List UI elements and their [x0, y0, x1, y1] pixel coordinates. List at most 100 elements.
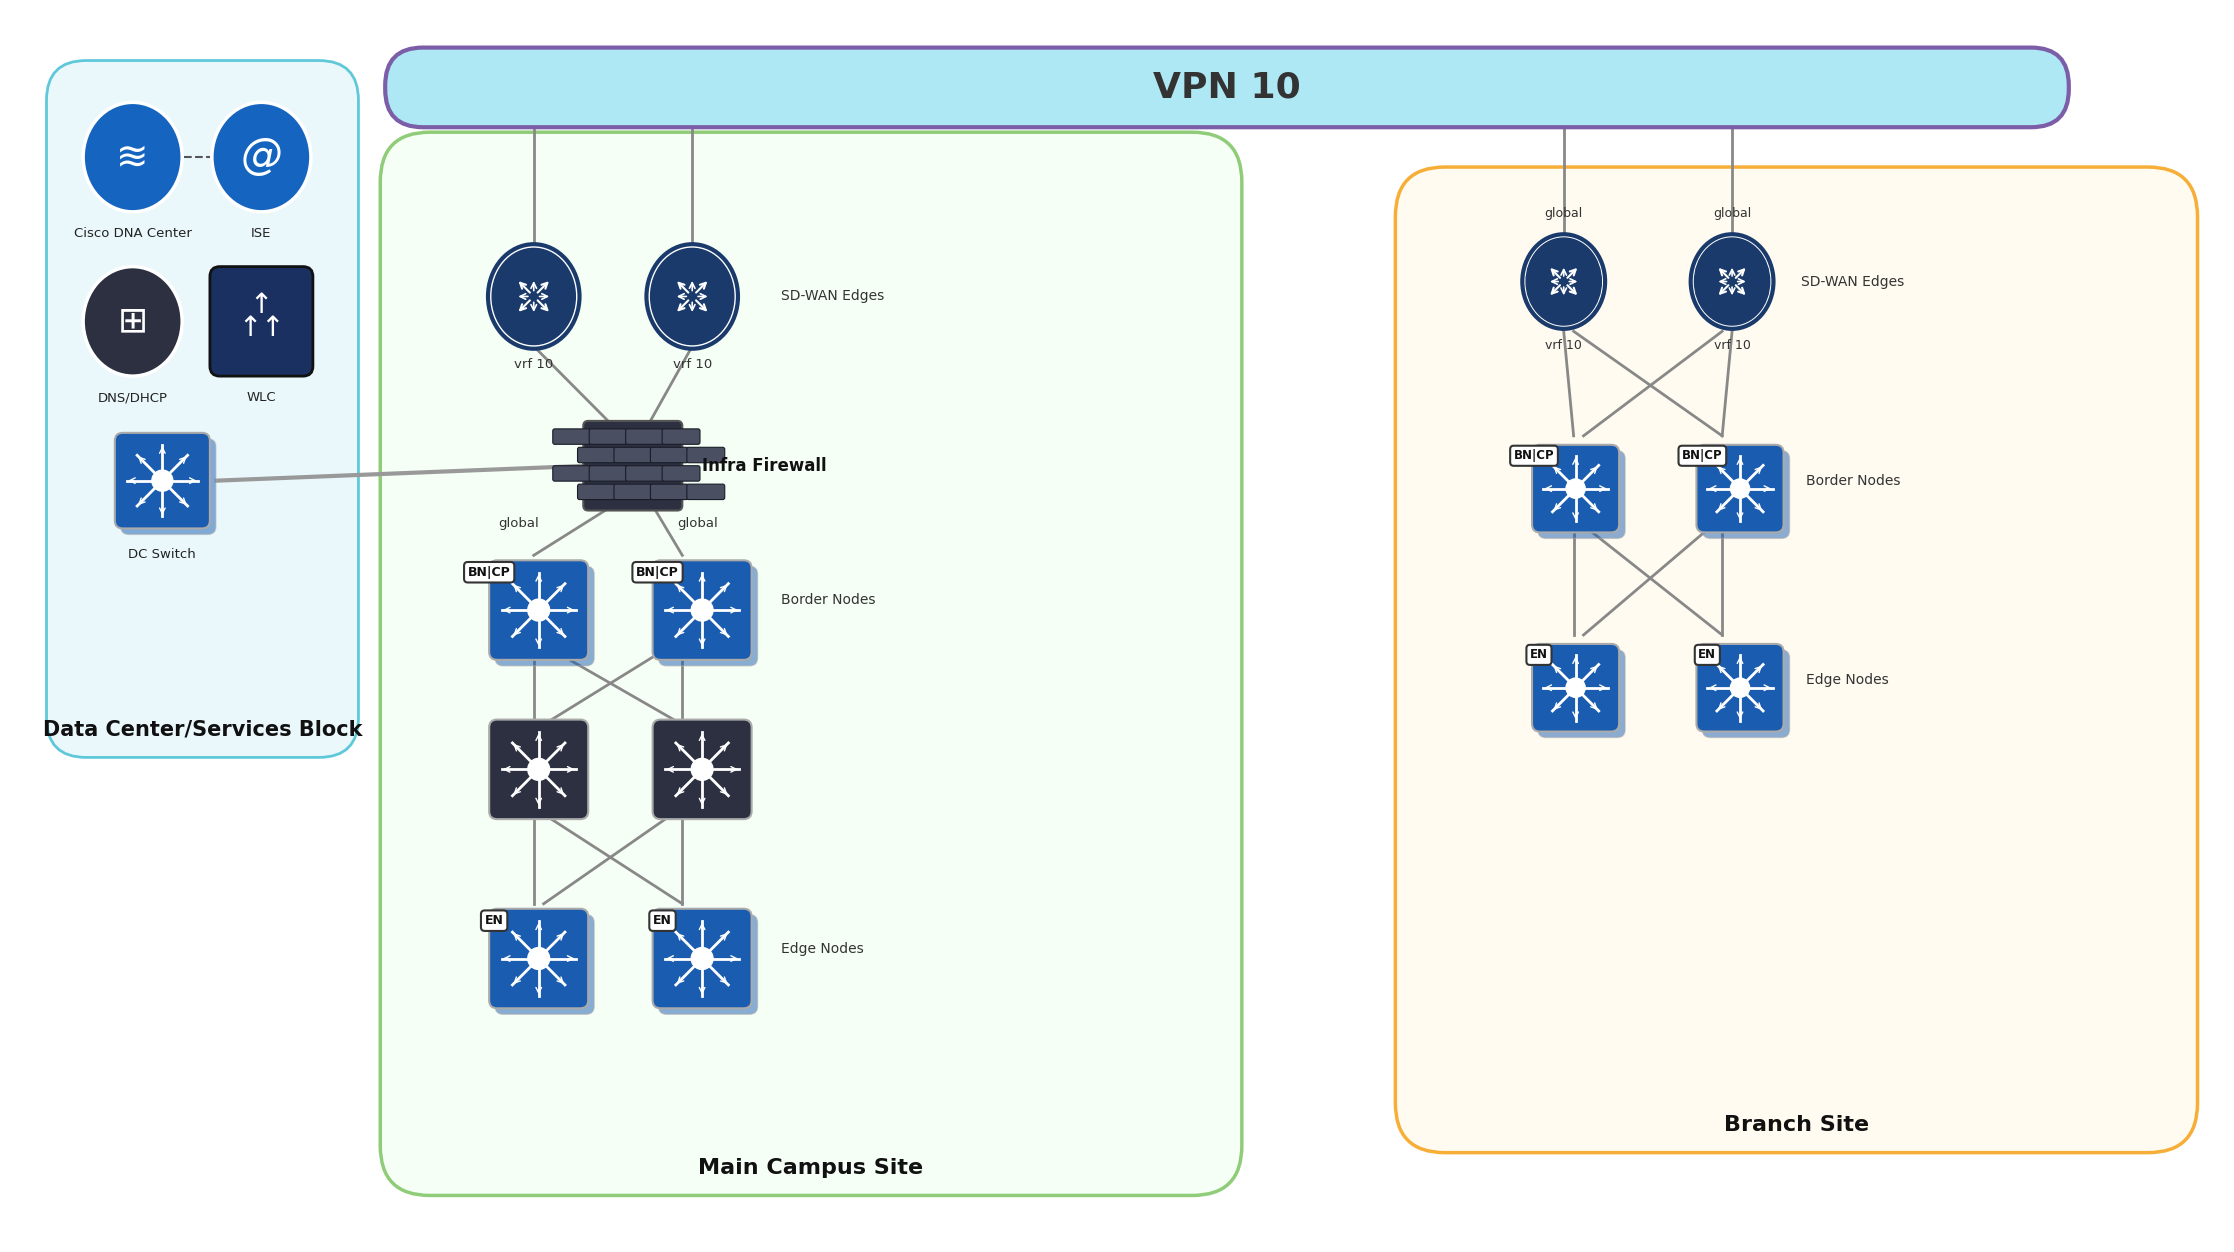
FancyBboxPatch shape [1702, 650, 1789, 737]
FancyBboxPatch shape [661, 429, 699, 444]
Text: vrf 10: vrf 10 [1546, 339, 1582, 352]
Circle shape [690, 600, 713, 621]
Ellipse shape [646, 244, 737, 349]
Ellipse shape [83, 103, 183, 212]
FancyBboxPatch shape [652, 720, 751, 819]
Circle shape [1566, 679, 1586, 697]
Circle shape [1731, 679, 1749, 697]
Circle shape [527, 948, 550, 969]
Ellipse shape [1521, 234, 1604, 329]
FancyBboxPatch shape [1396, 167, 2198, 1153]
Text: BN|CP: BN|CP [1515, 449, 1555, 462]
Text: @: @ [241, 136, 281, 178]
Text: EN: EN [1530, 649, 1548, 661]
Text: ISE: ISE [250, 227, 273, 240]
Text: EN: EN [485, 914, 503, 928]
FancyBboxPatch shape [1696, 644, 1783, 731]
Text: SD-WAN Edges: SD-WAN Edges [782, 289, 885, 303]
FancyBboxPatch shape [650, 447, 688, 463]
Text: BN|CP: BN|CP [637, 566, 679, 578]
Circle shape [690, 948, 713, 969]
Circle shape [527, 759, 550, 780]
Ellipse shape [1693, 238, 1769, 326]
FancyBboxPatch shape [1696, 444, 1783, 532]
FancyBboxPatch shape [626, 466, 663, 481]
FancyBboxPatch shape [384, 48, 2069, 128]
Ellipse shape [487, 244, 579, 349]
FancyBboxPatch shape [652, 909, 751, 1008]
Text: Border Nodes: Border Nodes [782, 593, 876, 607]
FancyBboxPatch shape [489, 561, 588, 660]
FancyBboxPatch shape [489, 909, 588, 1008]
Text: Edge Nodes: Edge Nodes [1807, 672, 1890, 687]
FancyBboxPatch shape [583, 421, 681, 511]
Text: BN|CP: BN|CP [467, 566, 512, 578]
FancyBboxPatch shape [552, 466, 590, 481]
FancyBboxPatch shape [686, 447, 724, 463]
Text: DNS/DHCP: DNS/DHCP [98, 391, 168, 404]
Text: DC Switch: DC Switch [130, 548, 197, 561]
Text: Cisco DNA Center: Cisco DNA Center [74, 227, 192, 240]
Circle shape [527, 600, 550, 621]
FancyBboxPatch shape [590, 429, 628, 444]
Text: global: global [498, 517, 538, 531]
Text: EN: EN [1698, 649, 1716, 661]
Text: Branch Site: Branch Site [1725, 1114, 1870, 1134]
Text: Main Campus Site: Main Campus Site [699, 1158, 923, 1178]
FancyBboxPatch shape [659, 915, 757, 1014]
FancyBboxPatch shape [47, 60, 357, 757]
Text: vrf 10: vrf 10 [514, 358, 554, 371]
Text: Border Nodes: Border Nodes [1807, 473, 1901, 487]
Text: SD-WAN Edges: SD-WAN Edges [1801, 274, 1906, 288]
FancyBboxPatch shape [590, 466, 628, 481]
FancyBboxPatch shape [496, 566, 594, 666]
FancyBboxPatch shape [659, 566, 757, 666]
FancyBboxPatch shape [626, 429, 663, 444]
Circle shape [152, 471, 172, 491]
FancyBboxPatch shape [579, 447, 614, 463]
Text: Infra Firewall: Infra Firewall [701, 457, 827, 475]
Ellipse shape [491, 248, 576, 344]
Ellipse shape [650, 248, 733, 344]
FancyBboxPatch shape [489, 720, 588, 819]
FancyBboxPatch shape [552, 429, 590, 444]
Circle shape [1731, 480, 1749, 498]
Text: VPN 10: VPN 10 [1153, 70, 1300, 104]
Text: ⊞: ⊞ [118, 304, 147, 338]
Text: Data Center/Services Block: Data Center/Services Block [42, 720, 362, 740]
Text: vrf 10: vrf 10 [1713, 339, 1751, 352]
Ellipse shape [83, 267, 183, 376]
Text: ↑
↑↑: ↑ ↑↑ [239, 290, 284, 342]
FancyBboxPatch shape [1702, 451, 1789, 538]
FancyBboxPatch shape [1533, 644, 1620, 731]
Text: ≋: ≋ [116, 138, 150, 177]
FancyBboxPatch shape [1533, 444, 1620, 532]
FancyBboxPatch shape [579, 485, 614, 500]
Text: global: global [1544, 207, 1584, 220]
FancyBboxPatch shape [210, 267, 313, 376]
Text: BN|CP: BN|CP [1682, 449, 1722, 462]
Ellipse shape [212, 103, 311, 212]
FancyBboxPatch shape [614, 485, 652, 500]
Text: vrf 10: vrf 10 [672, 358, 713, 371]
Ellipse shape [1691, 234, 1774, 329]
FancyBboxPatch shape [121, 439, 217, 535]
Circle shape [690, 759, 713, 780]
FancyBboxPatch shape [661, 466, 699, 481]
FancyBboxPatch shape [1537, 451, 1624, 538]
FancyBboxPatch shape [652, 561, 751, 660]
Text: EN: EN [652, 914, 672, 928]
FancyBboxPatch shape [380, 133, 1242, 1196]
FancyBboxPatch shape [650, 485, 688, 500]
FancyBboxPatch shape [114, 433, 210, 528]
Ellipse shape [1526, 238, 1602, 326]
Text: global: global [1713, 207, 1751, 220]
Text: global: global [677, 517, 717, 531]
FancyBboxPatch shape [686, 485, 724, 500]
FancyBboxPatch shape [496, 915, 594, 1014]
FancyBboxPatch shape [614, 447, 652, 463]
Circle shape [1566, 480, 1586, 498]
FancyBboxPatch shape [1537, 650, 1624, 737]
Text: WLC: WLC [246, 391, 277, 404]
Text: Edge Nodes: Edge Nodes [782, 942, 865, 955]
